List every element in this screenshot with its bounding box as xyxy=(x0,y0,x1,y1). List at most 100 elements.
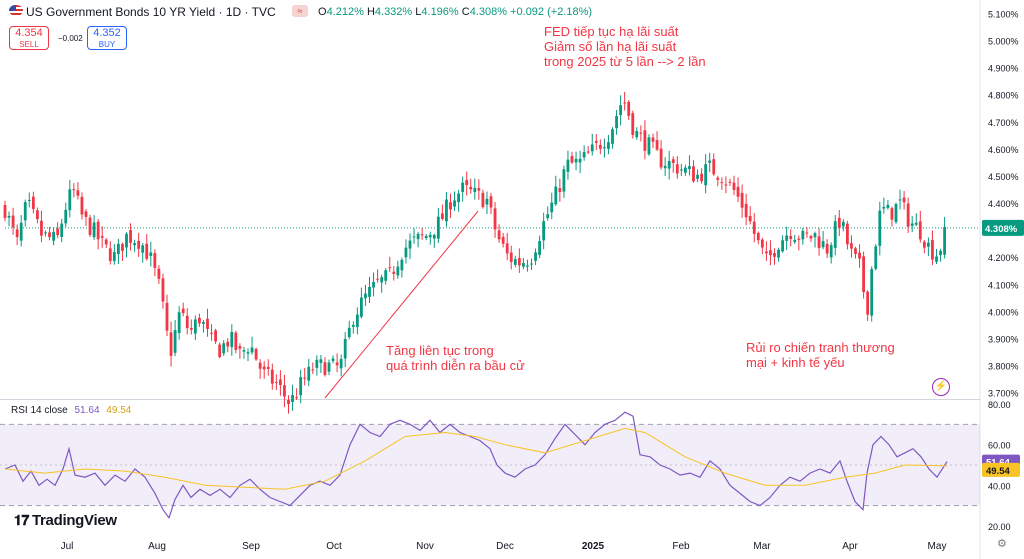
time-axis-tick: Oct xyxy=(326,541,342,552)
candle-body xyxy=(153,253,157,268)
candle-body xyxy=(315,359,319,368)
candle-body xyxy=(534,252,537,261)
price-axis-tick: 4.000% xyxy=(988,307,1019,317)
candle-body xyxy=(76,190,80,196)
candle-body xyxy=(469,186,473,190)
sell-label: SELL xyxy=(19,40,39,49)
candle-body xyxy=(262,366,266,370)
candle-body xyxy=(129,229,132,243)
candle-body xyxy=(169,332,173,356)
price-axis-tick: 3.900% xyxy=(988,334,1019,344)
candle-body xyxy=(214,330,217,342)
lightning-icon[interactable]: ⚡ xyxy=(932,378,950,396)
candle-body xyxy=(752,221,756,234)
ohlc-readout: O4.212% H4.332% L4.196% C4.308% +0.092 (… xyxy=(318,6,592,18)
symbol-title[interactable]: US Government Bonds 10 YR Yield · 1D · T… xyxy=(26,5,276,19)
candle-body xyxy=(173,330,177,353)
candle-body xyxy=(874,246,878,269)
rsi-legend[interactable]: RSI 14 close 51.64 49.54 xyxy=(11,405,131,416)
candle-body xyxy=(582,152,586,158)
candle-body xyxy=(777,249,780,258)
tradingview-logo-text: TradingView xyxy=(31,512,117,529)
candle-body xyxy=(473,187,477,193)
chart-header: US Government Bonds 10 YR Yield · 1D · T… xyxy=(0,0,980,22)
candle-body xyxy=(517,258,521,266)
candle-body xyxy=(562,169,566,192)
candle-body xyxy=(177,312,181,334)
candle-body xyxy=(141,245,145,253)
candle-body xyxy=(655,140,659,150)
candle-body xyxy=(728,181,732,183)
candle-body xyxy=(453,200,456,207)
candle-body xyxy=(258,362,262,369)
time-axis-tick: Apr xyxy=(842,541,858,552)
candle-body xyxy=(48,232,51,238)
candle-body xyxy=(355,314,359,328)
time-axis-tick: Mar xyxy=(753,541,771,552)
candle-body xyxy=(546,214,550,219)
candle-body xyxy=(424,235,428,238)
price-axis-tick: 4.600% xyxy=(988,145,1019,155)
sell-button[interactable]: 4.354 SELL xyxy=(9,26,49,50)
candle-body xyxy=(68,189,72,211)
candle-body xyxy=(862,256,865,293)
price-axis-tick: 4.900% xyxy=(988,64,1019,74)
candle-body xyxy=(133,243,136,246)
candle-body xyxy=(331,358,335,361)
rsi-ma-value: 49.54 xyxy=(106,405,132,416)
candle-body xyxy=(878,210,882,246)
candle-body xyxy=(327,362,331,372)
ohlc-low-value: 4.196% xyxy=(421,6,459,18)
candle-body xyxy=(829,245,833,258)
candle-body xyxy=(538,241,541,255)
candle-body xyxy=(837,217,841,228)
candle-body xyxy=(185,315,189,329)
candle-body xyxy=(927,242,930,247)
candle-body xyxy=(781,240,784,252)
buy-button[interactable]: 4.352 BUY xyxy=(87,26,127,50)
candle-body xyxy=(817,236,821,248)
candle-body xyxy=(850,243,853,249)
candle-body xyxy=(821,241,825,248)
candle-body xyxy=(760,239,764,248)
candle-body xyxy=(92,222,96,238)
election-trend-line[interactable] xyxy=(324,210,479,399)
candle-body xyxy=(445,199,448,222)
candle-body xyxy=(882,206,886,209)
ohlc-low-label: L xyxy=(415,6,422,18)
candle-body xyxy=(667,161,671,169)
ohlc-high-label: H xyxy=(366,6,375,18)
annotation-fed-line-1: FED tiếp tục hạ lãi suất xyxy=(544,24,679,39)
candle-body xyxy=(189,327,193,330)
candle-body xyxy=(870,269,874,316)
candle-body xyxy=(530,263,533,265)
compare-icon[interactable]: ≈ xyxy=(292,5,308,17)
price-axis-tick: 4.400% xyxy=(988,199,1019,209)
candle-body xyxy=(542,221,546,241)
candle-body xyxy=(420,234,424,236)
price-axis-tick: 4.700% xyxy=(988,118,1019,128)
gear-icon[interactable]: ⚙ xyxy=(997,538,1007,550)
candle-body xyxy=(465,180,469,186)
candle-body xyxy=(894,203,898,223)
tradingview-logo[interactable]: 𝟏𝟕 TradingView xyxy=(14,512,117,529)
rsi-value: 51.64 xyxy=(74,405,100,416)
candle-body xyxy=(100,236,104,238)
candle-body xyxy=(590,144,594,152)
rsi-ma-line xyxy=(4,427,948,490)
candle-body xyxy=(805,232,809,234)
candle-body xyxy=(526,265,529,267)
candle-body xyxy=(554,186,558,205)
candle-body xyxy=(611,129,614,144)
candle-body xyxy=(720,182,724,184)
candle-body xyxy=(489,196,493,208)
time-axis-tick: Dec xyxy=(496,541,514,552)
annotation-trade-war: Rủi ro chiến tranh thương mại + kinh tế … xyxy=(746,340,895,370)
candle-body xyxy=(813,233,817,238)
candle-body xyxy=(202,322,205,324)
candle-body xyxy=(708,160,712,163)
candle-body xyxy=(412,236,416,238)
time-axis-tick: Aug xyxy=(148,541,166,552)
candle-body xyxy=(364,293,367,299)
